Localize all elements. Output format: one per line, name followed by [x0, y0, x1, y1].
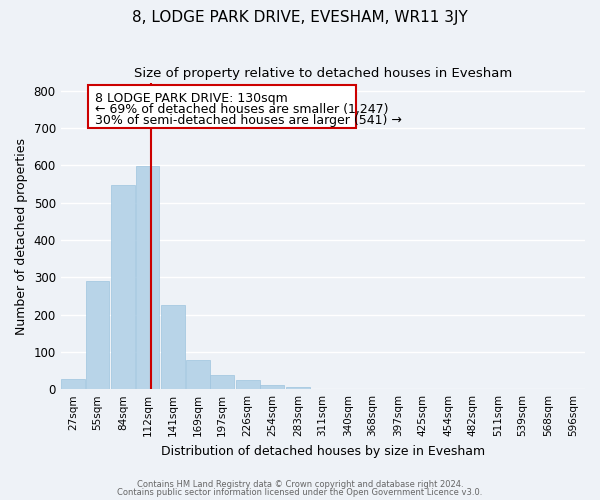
Text: 8 LODGE PARK DRIVE: 130sqm: 8 LODGE PARK DRIVE: 130sqm — [95, 92, 287, 104]
Bar — [111, 185, 135, 389]
Bar — [136, 166, 160, 389]
Text: 30% of semi-detached houses are larger (541) →: 30% of semi-detached houses are larger (… — [95, 114, 402, 127]
Bar — [186, 360, 209, 389]
Bar — [286, 388, 310, 389]
Bar — [86, 280, 109, 389]
Bar — [260, 386, 284, 389]
Y-axis label: Number of detached properties: Number of detached properties — [15, 138, 28, 334]
Bar — [236, 380, 260, 389]
X-axis label: Distribution of detached houses by size in Evesham: Distribution of detached houses by size … — [161, 444, 485, 458]
FancyBboxPatch shape — [88, 85, 356, 128]
Text: Contains HM Land Registry data © Crown copyright and database right 2024.: Contains HM Land Registry data © Crown c… — [137, 480, 463, 489]
Bar — [161, 305, 185, 389]
Bar — [61, 378, 85, 389]
Text: ← 69% of detached houses are smaller (1,247): ← 69% of detached houses are smaller (1,… — [95, 103, 388, 116]
Title: Size of property relative to detached houses in Evesham: Size of property relative to detached ho… — [134, 68, 512, 80]
Bar — [211, 376, 234, 389]
Text: 8, LODGE PARK DRIVE, EVESHAM, WR11 3JY: 8, LODGE PARK DRIVE, EVESHAM, WR11 3JY — [132, 10, 468, 25]
Text: Contains public sector information licensed under the Open Government Licence v3: Contains public sector information licen… — [118, 488, 482, 497]
